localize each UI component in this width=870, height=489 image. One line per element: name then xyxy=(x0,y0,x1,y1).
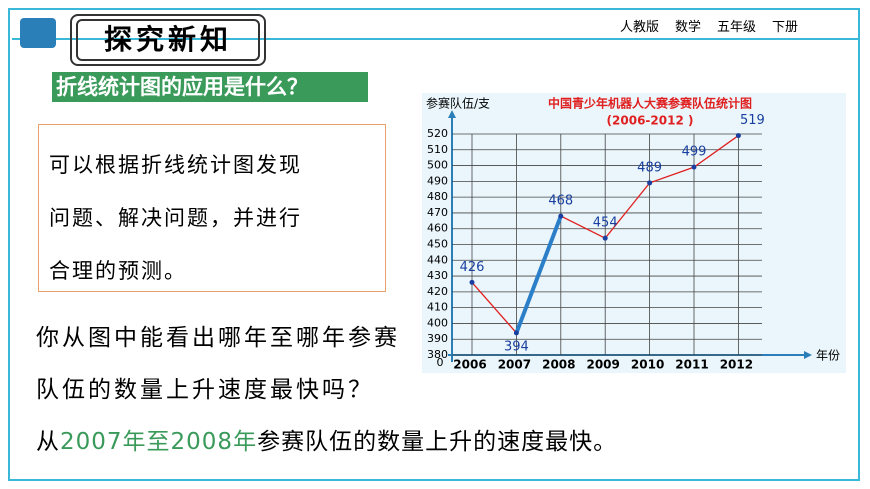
text-line: 队伍的数量上升速度最快吗？ xyxy=(36,377,374,403)
arrow xyxy=(804,351,812,359)
question: 你从图中能看出哪年至哪年参赛 队伍的数量上升速度最快吗？ xyxy=(36,312,400,416)
y-tick-label: 390 xyxy=(427,332,448,345)
point xyxy=(735,133,741,139)
y-tick-label: 450 xyxy=(427,238,448,251)
x-tick-label: 2006 xyxy=(453,358,486,372)
highlight-segment xyxy=(514,215,563,334)
x-tick-label: 2011 xyxy=(675,358,708,372)
value-label: 489 xyxy=(637,160,662,175)
frame xyxy=(8,8,860,481)
explanation-box: 可以根据折线统计图发现 问题、解决问题，并进行 合理的预测。 xyxy=(38,124,386,292)
y-tick-label: 400 xyxy=(427,316,448,329)
value-label: 468 xyxy=(548,194,573,209)
text-line: 你从图中能看出哪年至哪年参赛 xyxy=(36,325,400,351)
point xyxy=(513,330,519,336)
title: 探究新知 xyxy=(76,19,260,61)
text-line: 合理的预测。 xyxy=(49,259,187,283)
text: 参赛队伍的数量上升的速度最快。 xyxy=(257,429,618,455)
y-tick-label: 420 xyxy=(427,285,448,298)
header-rule xyxy=(12,38,858,40)
chart-title: 中国青少年机器人大赛参赛队伍统计图 xyxy=(548,96,752,111)
x-tick-label: 2008 xyxy=(542,358,575,372)
point xyxy=(558,213,564,219)
title-outer xyxy=(70,14,266,66)
text: 从 xyxy=(36,429,60,455)
y-tick-label: 480 xyxy=(427,190,448,203)
x-label: 年份 xyxy=(816,349,840,363)
tag: 人教版 xyxy=(620,20,660,35)
x-tick-label: 2012 xyxy=(720,358,753,372)
point xyxy=(469,279,475,285)
y-tick-label: 410 xyxy=(427,301,448,314)
y-tick-label: 510 xyxy=(427,143,448,156)
header-tags: 人教版 数学 五年级 下册 xyxy=(620,16,798,35)
text-line: 可以根据折线统计图发现 xyxy=(49,153,302,177)
tag: 五年级 xyxy=(717,20,757,35)
axis-break-label: 0 xyxy=(437,356,444,369)
text-line: 问题、解决问题，并进行 xyxy=(49,206,302,230)
y-tick-label: 520 xyxy=(427,127,448,140)
chart-subtitle: (2006-2012 ) xyxy=(607,114,694,128)
tag: 下册 xyxy=(772,20,799,35)
y-tick-label: 430 xyxy=(427,269,448,282)
point xyxy=(691,164,697,170)
book-icon xyxy=(20,18,56,48)
value-label: 519 xyxy=(740,113,765,128)
y-tick-label: 490 xyxy=(427,174,448,187)
point xyxy=(602,235,608,241)
x-tick-label: 2009 xyxy=(586,358,619,372)
y-tick-label: 460 xyxy=(427,222,448,235)
tag: 数学 xyxy=(675,20,702,35)
x-tick-label: 2007 xyxy=(498,358,531,372)
y-tick-label: 470 xyxy=(427,206,448,219)
value-label: 454 xyxy=(593,216,618,231)
x-tick-label: 2010 xyxy=(631,358,664,372)
answer: 从2007年至2008年参赛队伍的数量上升的速度最快。 xyxy=(36,422,617,456)
arrow xyxy=(448,110,456,118)
point xyxy=(647,180,653,186)
y-tick-label: 380 xyxy=(427,348,448,361)
y-tick-label: 500 xyxy=(427,159,448,172)
chart-bg xyxy=(422,93,846,373)
value-label: 394 xyxy=(504,339,529,354)
y-tick-label: 440 xyxy=(427,253,448,266)
value-label: 499 xyxy=(682,145,707,160)
value-label: 426 xyxy=(460,260,485,275)
highlight: 2007年至2008年 xyxy=(60,429,258,455)
y-label: 参赛队伍/支 xyxy=(426,96,490,111)
question-heading: 折线统计图的应用是什么？ xyxy=(52,72,368,102)
